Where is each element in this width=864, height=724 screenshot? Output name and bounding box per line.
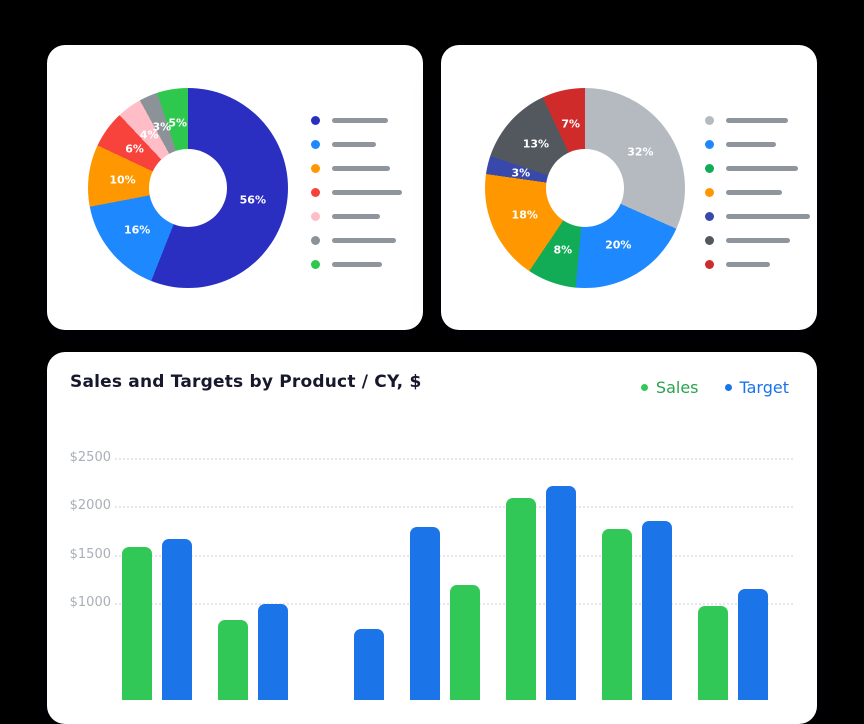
pie-percent-label: 8% bbox=[553, 243, 573, 257]
legend-redacted-label bbox=[726, 237, 790, 243]
donut-card-1: 56% 16% 10% 6% 4% 3% 5% bbox=[47, 45, 423, 330]
legend-dot-icon bbox=[705, 115, 714, 125]
legend-item[interactable] bbox=[705, 180, 810, 204]
legend-dot-icon bbox=[311, 139, 320, 149]
legend-dot-icon bbox=[311, 259, 320, 269]
legend-redacted-label bbox=[332, 213, 380, 219]
bar-target[interactable] bbox=[258, 604, 288, 700]
legend-label: Sales bbox=[655, 378, 699, 397]
legend-redacted-label bbox=[726, 117, 788, 123]
donut-chart-1[interactable]: 56% 16% 10% 6% 4% 3% 5% bbox=[88, 88, 288, 288]
bar-chart-title: Sales and Targets by Product / CY, $ bbox=[70, 372, 422, 392]
bar-sales[interactable] bbox=[122, 547, 152, 700]
bar-chart-legend: Sales Target bbox=[640, 378, 790, 397]
bar-sales[interactable] bbox=[218, 619, 248, 700]
pie-percent-label: 13% bbox=[522, 137, 550, 151]
legend-item[interactable] bbox=[705, 108, 810, 132]
legend-item[interactable] bbox=[311, 108, 402, 132]
bar-sales[interactable] bbox=[450, 584, 480, 700]
legend-dot-icon bbox=[705, 163, 714, 173]
legend-item[interactable] bbox=[705, 228, 810, 252]
donut-legend-2 bbox=[705, 108, 810, 276]
pie-percent-label: 3% bbox=[152, 120, 172, 134]
legend-dot-icon bbox=[705, 139, 714, 149]
legend-dot-icon bbox=[311, 115, 320, 125]
pie-percent-label: 4% bbox=[139, 128, 159, 142]
legend-dot-icon bbox=[311, 235, 320, 245]
bar-target[interactable] bbox=[162, 539, 192, 700]
donut-hole bbox=[546, 149, 624, 227]
gridline bbox=[115, 458, 793, 460]
donut-chart-2[interactable]: 32% 20% 8% 18% 3% 13% 7% bbox=[485, 88, 685, 288]
legend-redacted-label bbox=[332, 237, 396, 243]
donut-hole bbox=[149, 149, 227, 227]
legend-redacted-label bbox=[332, 141, 376, 147]
pie-percent-label: 5% bbox=[168, 116, 188, 130]
bar-target[interactable] bbox=[410, 526, 440, 700]
legend-redacted-label bbox=[726, 165, 798, 171]
legend-dot-icon bbox=[705, 211, 714, 221]
gridline bbox=[115, 506, 793, 509]
legend-item[interactable] bbox=[311, 252, 402, 276]
legend-item[interactable] bbox=[705, 252, 810, 276]
bar-sales[interactable] bbox=[506, 497, 536, 700]
y-axis-tick-label: $1000 bbox=[69, 595, 111, 611]
legend-dot-icon bbox=[640, 384, 648, 391]
pie-percent-label: 3% bbox=[511, 166, 531, 180]
legend-redacted-label bbox=[726, 189, 782, 195]
legend-redacted-label bbox=[726, 213, 810, 219]
pie-percent-label: 18% bbox=[511, 208, 538, 222]
legend-redacted-label bbox=[332, 165, 390, 171]
legend-dot-icon bbox=[705, 259, 714, 269]
bar-target[interactable] bbox=[738, 588, 768, 700]
pie-percent-label: 16% bbox=[123, 223, 151, 237]
legend-label: Target bbox=[739, 378, 790, 397]
bar-target[interactable] bbox=[546, 486, 576, 700]
pie-percent-label: 7% bbox=[561, 117, 581, 131]
bar-sales[interactable] bbox=[698, 606, 728, 700]
legend-dot-icon bbox=[311, 187, 320, 197]
legend-redacted-label bbox=[726, 141, 776, 147]
donut-legend-1 bbox=[311, 108, 402, 276]
legend-item[interactable] bbox=[311, 156, 402, 180]
legend-item[interactable] bbox=[311, 132, 402, 156]
legend-item[interactable] bbox=[705, 132, 810, 156]
pie-percent-label: 32% bbox=[627, 145, 654, 159]
y-axis-tick-label: $2500 bbox=[69, 450, 111, 465]
gridline bbox=[115, 554, 793, 557]
y-axis-tick-label: $1500 bbox=[69, 546, 111, 562]
legend-item-sales[interactable]: Sales bbox=[640, 378, 699, 397]
pie-percent-label: 20% bbox=[605, 238, 632, 252]
legend-item[interactable] bbox=[311, 180, 402, 204]
legend-dot-icon bbox=[311, 211, 320, 221]
legend-redacted-label bbox=[726, 261, 770, 267]
pie-percent-label: 6% bbox=[125, 142, 144, 156]
legend-item[interactable] bbox=[705, 156, 810, 180]
legend-item[interactable] bbox=[311, 204, 402, 228]
legend-dot-icon bbox=[724, 384, 732, 391]
legend-dot-icon bbox=[705, 235, 714, 245]
legend-redacted-label bbox=[332, 261, 382, 267]
legend-dot-icon bbox=[311, 163, 320, 173]
legend-redacted-label bbox=[332, 117, 388, 123]
bar-target[interactable] bbox=[642, 520, 672, 700]
pie-percent-label: 56% bbox=[239, 193, 266, 207]
pie-percent-label: 10% bbox=[109, 173, 136, 187]
legend-redacted-label bbox=[332, 189, 402, 195]
bar-plot-area: $2500 $2000 $1500 $1000 bbox=[47, 352, 817, 724]
legend-item-target[interactable]: Target bbox=[724, 378, 790, 397]
bar-sales[interactable] bbox=[602, 528, 632, 700]
legend-item[interactable] bbox=[705, 204, 810, 228]
bar-chart-card: Sales and Targets by Product / CY, $ Sal… bbox=[47, 352, 817, 724]
legend-dot-icon bbox=[705, 187, 714, 197]
y-axis-tick-label: $2000 bbox=[69, 498, 111, 514]
legend-item[interactable] bbox=[311, 228, 402, 252]
donut-card-2: 32% 20% 8% 18% 3% 13% 7% bbox=[441, 45, 817, 330]
